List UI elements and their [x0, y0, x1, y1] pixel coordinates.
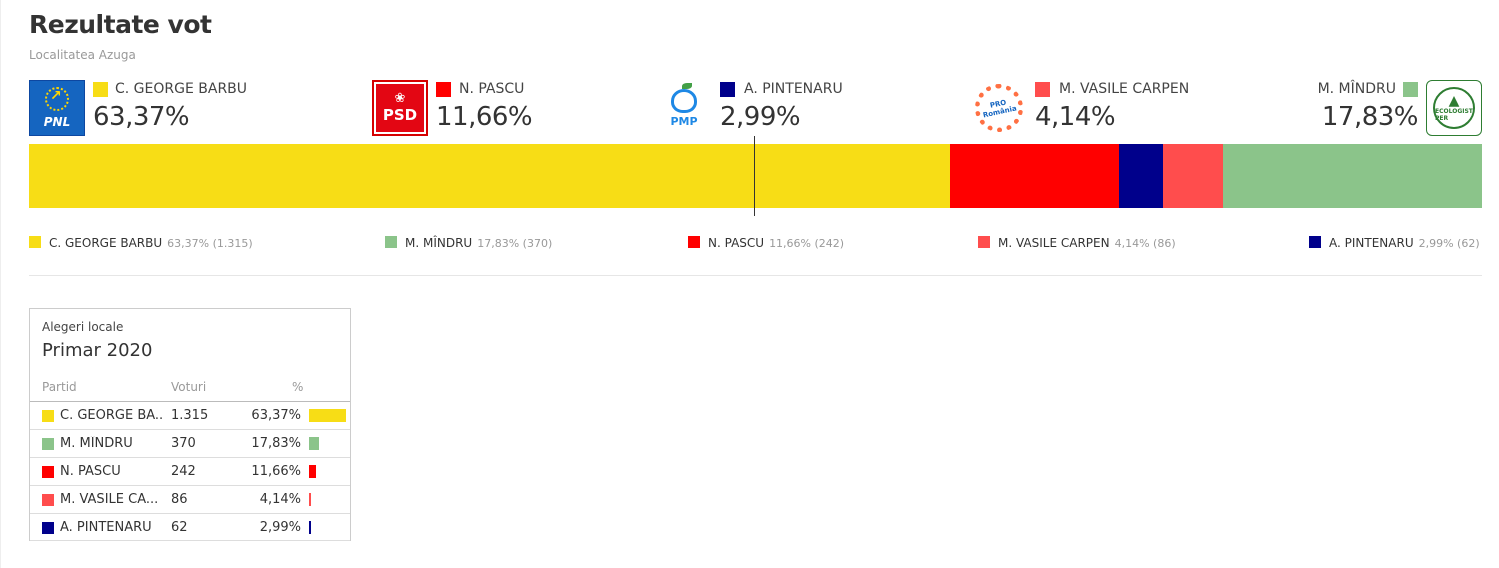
candidate-header-mindru: ▲ ECOLOGIST PER M. MÎNDRU 17,83% — [1261, 80, 1482, 136]
results-card: Alegeri locale Primar 2020 Partid Voturi… — [29, 308, 351, 541]
page-title: Rezultate vot — [29, 10, 212, 39]
bar-segment-3[interactable] — [1119, 144, 1163, 208]
row-swatch — [42, 494, 54, 506]
table-row[interactable]: M. VASILE CA... 86 4,14% — [30, 485, 350, 513]
candidate-swatch — [1035, 82, 1050, 97]
candidate-swatch — [720, 82, 735, 97]
legend-label: M. MÎNDRU — [405, 236, 473, 250]
candidate-swatch — [93, 82, 108, 97]
candidate-percent: 4,14% — [1035, 102, 1116, 132]
card-subtitle: Alegeri locale — [42, 320, 124, 334]
legend-value: 11,66% (242) — [769, 237, 845, 250]
row-percent-bar — [309, 409, 346, 422]
row-percent: 11,66% — [251, 464, 301, 479]
legend-value: 63,37% (1.315) — [167, 237, 253, 250]
pro-romania-logo-icon: PRO România — [971, 80, 1027, 136]
row-party-name: M. MÎNDRU — [60, 436, 133, 451]
legend-item[interactable]: A. PINTENARU 2,99% (62) — [1309, 236, 1480, 250]
row-percent: 2,99% — [259, 520, 301, 535]
legend-label: A. PINTENARU — [1329, 236, 1414, 250]
row-votes: 370 — [171, 436, 196, 451]
bar-segment-2[interactable] — [949, 144, 1120, 208]
bar-segment-1[interactable] — [29, 144, 950, 208]
row-votes: 242 — [171, 464, 196, 479]
row-percent-bar — [309, 521, 311, 534]
table-row[interactable]: M. MÎNDRU 370 17,83% — [30, 429, 350, 457]
row-percent: 63,37% — [251, 408, 301, 423]
per-logo-icon: ▲ ECOLOGIST PER — [1426, 80, 1482, 136]
legend-label: M. VASILE CARPEN — [998, 236, 1110, 250]
pnl-logo-icon: PNL — [29, 80, 85, 136]
legend-label: N. PASCU — [708, 236, 765, 250]
legend-item[interactable]: C. GEORGE BARBU 63,37% (1.315) — [29, 236, 253, 250]
row-party-name: C. GEORGE BA... — [60, 408, 164, 423]
legend-value: 2,99% (62) — [1418, 237, 1480, 250]
legend-item[interactable]: M. MÎNDRU 17,83% (370) — [385, 236, 552, 250]
table-row[interactable]: N. PASCU 242 11,66% — [30, 457, 350, 485]
legend-value: 17,83% (370) — [477, 237, 553, 250]
row-votes: 62 — [171, 520, 188, 535]
row-percent: 4,14% — [259, 492, 301, 507]
bar-segment-5[interactable] — [1222, 144, 1482, 208]
legend-swatch — [688, 236, 700, 248]
candidate-name: C. GEORGE BARBU — [115, 81, 248, 97]
candidate-percent: 63,37% — [93, 102, 190, 132]
legend-swatch — [29, 236, 41, 248]
table-row[interactable]: C. GEORGE BA... 1.315 63,37% — [30, 401, 350, 429]
candidate-swatch — [1403, 82, 1418, 97]
legend-swatch — [385, 236, 397, 248]
row-percent: 17,83% — [251, 436, 301, 451]
row-party-name: N. PASCU — [60, 464, 121, 479]
page-subtitle: Localitatea Azuga — [29, 48, 136, 62]
psd-logo-icon: ❀ PSD — [372, 80, 428, 136]
row-votes: 1.315 — [171, 408, 209, 423]
card-title: Primar 2020 — [42, 340, 153, 361]
legend-item[interactable]: M. VASILE CARPEN 4,14% (86) — [978, 236, 1176, 250]
legend-label: C. GEORGE BARBU — [49, 236, 163, 250]
majority-marker-line — [754, 136, 755, 216]
column-header-votes: Voturi — [171, 380, 207, 394]
candidate-name: A. PINTENARU — [744, 81, 843, 97]
row-swatch — [42, 410, 54, 422]
table-row[interactable]: A. PINTENARU 62 2,99% — [30, 513, 350, 541]
stacked-results-bar — [29, 144, 1482, 208]
candidate-name: N. PASCU — [459, 81, 525, 97]
column-header-party: Partid — [42, 380, 77, 394]
row-votes: 86 — [171, 492, 188, 507]
row-swatch — [42, 522, 54, 534]
section-divider — [29, 275, 1482, 276]
legend-swatch — [978, 236, 990, 248]
row-percent-bar — [309, 493, 312, 506]
candidate-percent: 17,83% — [1321, 102, 1419, 132]
row-percent-bar — [309, 465, 316, 478]
candidate-percent: 2,99% — [720, 102, 801, 132]
row-party-name: M. VASILE CA... — [60, 492, 159, 507]
legend-swatch — [1309, 236, 1321, 248]
legend-value: 4,14% (86) — [1114, 237, 1176, 250]
row-swatch — [42, 466, 54, 478]
legend-item[interactable]: N. PASCU 11,66% (242) — [688, 236, 844, 250]
candidate-name: M. VASILE CARPEN — [1059, 81, 1190, 97]
candidate-name: M. MÎNDRU — [1317, 81, 1396, 97]
bar-segment-4[interactable] — [1162, 144, 1223, 208]
candidate-percent: 11,66% — [436, 102, 533, 132]
row-swatch — [42, 438, 54, 450]
row-percent-bar — [309, 437, 320, 450]
row-party-name: A. PINTENARU — [60, 520, 152, 535]
pmp-logo-icon: PMP — [656, 80, 712, 136]
candidate-swatch — [436, 82, 451, 97]
column-header-percent: % — [292, 380, 304, 394]
